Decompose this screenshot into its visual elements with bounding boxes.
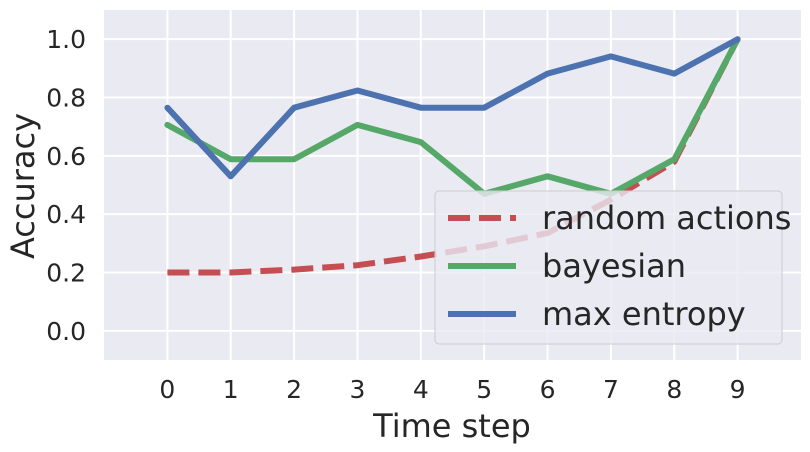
x-tick-label: 6: [540, 375, 556, 404]
x-tick-label: 4: [413, 375, 429, 404]
y-tick-label: 0.2: [46, 259, 86, 288]
tick-labels: 0 1 2 3 4 5 6 7 8 9 0.0 0.2 0.4 0.6 0.8 1.0: [46, 25, 745, 404]
legend: random actions bayesian max entropy: [434, 190, 791, 345]
x-tick-label: 3: [350, 375, 366, 404]
x-tick-label: 2: [286, 375, 302, 404]
y-axis-label: Accuracy: [4, 113, 42, 259]
series-line-bayesian: [164, 36, 741, 197]
series-line-max-entropy: [164, 36, 741, 180]
legend-label: random actions: [542, 199, 791, 237]
legend-box: [434, 190, 783, 345]
x-tick-label: 8: [666, 375, 682, 404]
x-tick-label: 5: [476, 375, 492, 404]
legend-label: max entropy: [542, 295, 746, 333]
x-tick-label: 9: [730, 375, 746, 404]
x-tick-label: 0: [159, 375, 175, 404]
y-tick-label: 0.4: [46, 200, 86, 229]
y-tick-label: 0.6: [46, 142, 86, 171]
y-tick-label: 0.8: [46, 84, 86, 113]
x-axis-label: Time step: [372, 407, 531, 445]
x-tick-label: 7: [603, 375, 619, 404]
y-tick-label: 0.0: [46, 317, 86, 346]
x-tick-label: 1: [223, 375, 239, 404]
legend-label: bayesian: [542, 247, 686, 285]
y-tick-label: 1.0: [46, 25, 86, 54]
